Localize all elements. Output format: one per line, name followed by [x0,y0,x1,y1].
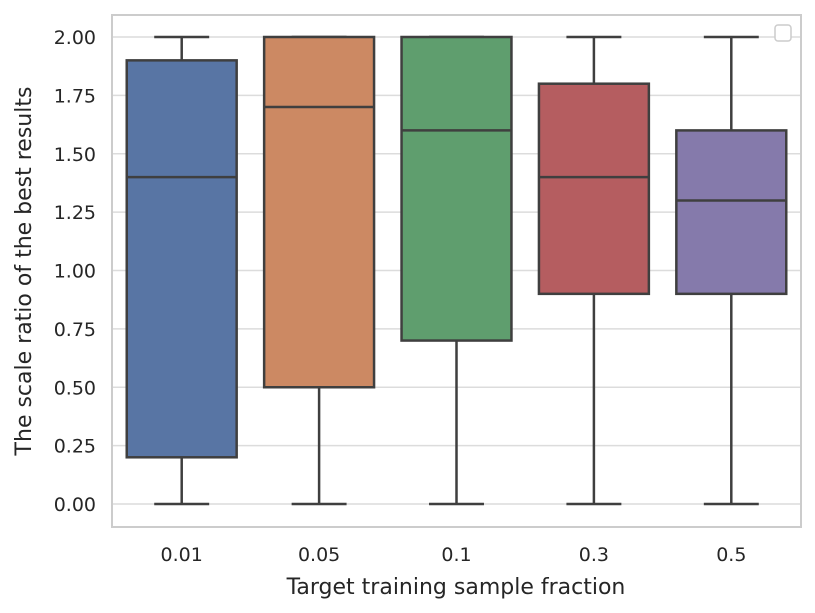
y-tick-label: 1.25 [54,202,96,224]
y-tick-label: 0.50 [54,377,96,399]
iqr-box [262,35,376,389]
y-tick-label: 1.50 [54,144,96,166]
iqr-box [125,59,238,459]
legend-box [774,24,792,42]
plot-frame [111,14,802,528]
x-tick-label: 0.05 [298,544,340,566]
x-tick-label: 0.1 [441,544,471,566]
iqr-box [675,129,788,296]
x-tick-label: 0.01 [161,544,203,566]
x-tick-label: 0.5 [716,544,746,566]
box-0.05 [262,35,376,506]
box-0.5 [675,35,788,506]
y-tick-label: 2.00 [54,27,96,49]
y-tick-label: 0.75 [54,319,96,341]
box-0.01 [125,35,238,506]
x-axis-label: Target training sample fraction [286,575,626,600]
boxes-layer [125,35,788,506]
iqr-box [400,35,513,342]
x-tick-label: 0.3 [579,544,609,566]
iqr-box [537,82,651,296]
box-0.3 [537,35,651,506]
x-tick-labels: 0.01 0.05 0.1 0.3 0.5 [161,544,747,566]
y-tick-label: 1.00 [54,261,96,283]
box-0.1 [400,35,513,506]
y-tick-label: 0.25 [54,436,96,458]
y-tick-label: 1.75 [54,85,96,107]
y-tick-label: 0.00 [54,494,96,516]
y-axis-label: The scale ratio of the best results [12,87,37,457]
y-tick-labels: 0.00 0.25 0.50 0.75 1.00 1.25 1.50 1.75 2.00 [54,27,96,516]
